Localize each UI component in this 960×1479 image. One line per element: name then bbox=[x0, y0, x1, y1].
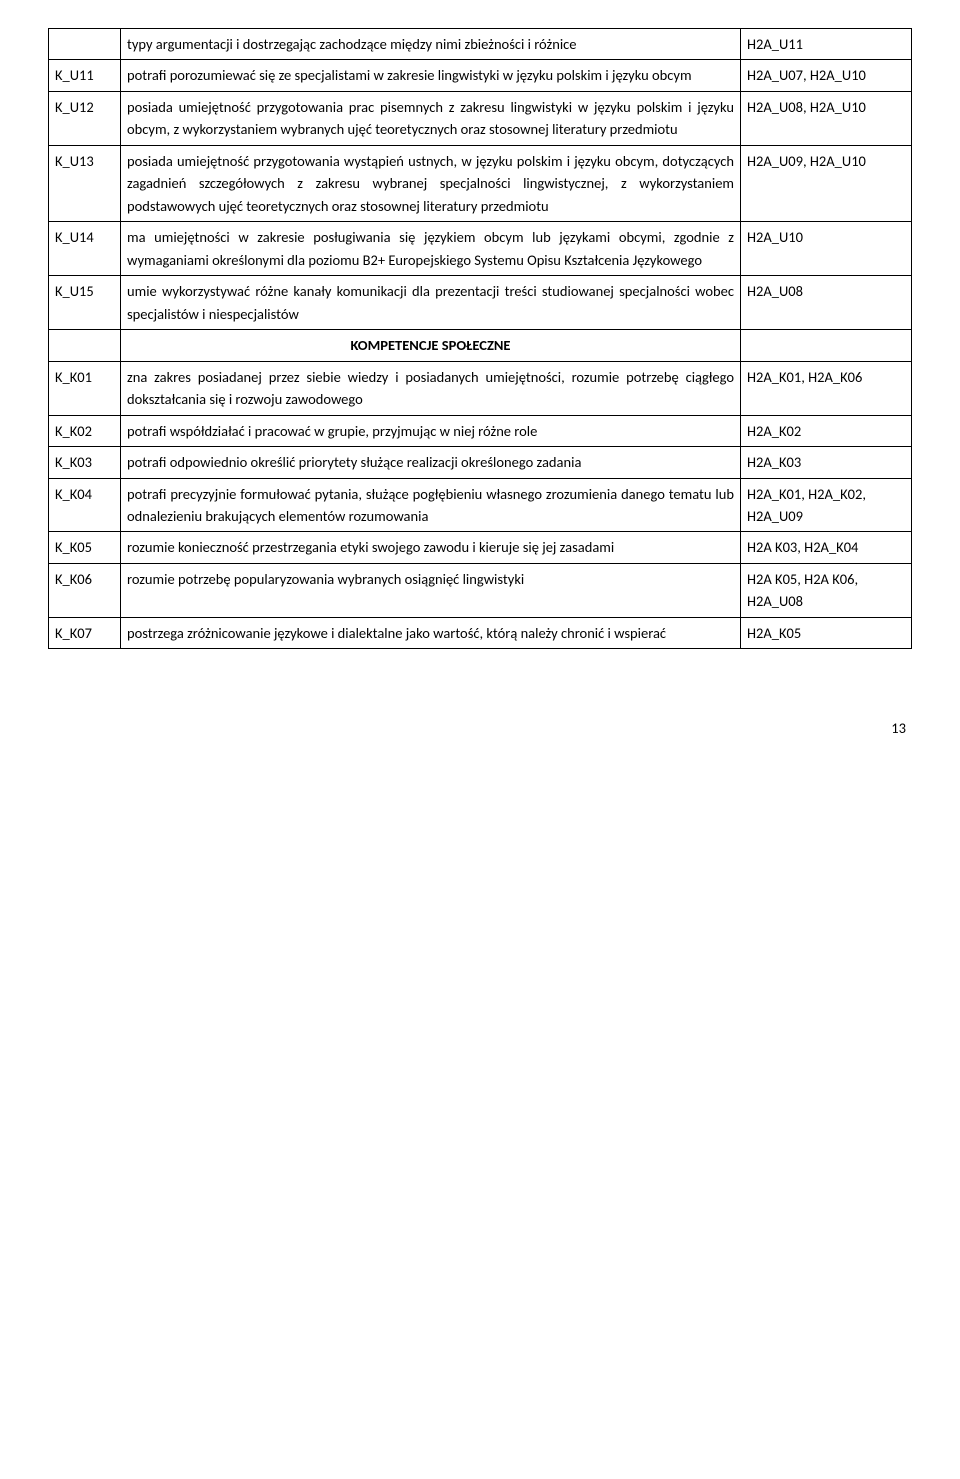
table-row: K_K04potrafi precyzyjnie formułować pyta… bbox=[49, 478, 912, 532]
outcome-description: typy argumentacji i dostrzegając zachodz… bbox=[121, 29, 741, 60]
section-header-empty bbox=[49, 330, 121, 361]
outcome-code bbox=[49, 29, 121, 60]
outcome-reference: H2A K03, H2A_K04 bbox=[741, 532, 912, 563]
table-row: K_K05rozumie konieczność przestrzegania … bbox=[49, 532, 912, 563]
outcome-description: posiada umiejętność przygotowania wystąp… bbox=[121, 145, 741, 221]
outcome-description: potrafi porozumiewać się ze specjalistam… bbox=[121, 60, 741, 91]
outcome-code: K_K06 bbox=[49, 563, 121, 617]
outcome-description: ma umiejętności w zakresie posługiwania … bbox=[121, 222, 741, 276]
outcome-description: rozumie konieczność przestrzegania etyki… bbox=[121, 532, 741, 563]
outcome-reference: H2A_K01, H2A_K06 bbox=[741, 361, 912, 415]
outcome-reference: H2A_U08 bbox=[741, 276, 912, 330]
table-row: K_K06rozumie potrzebę popularyzowania wy… bbox=[49, 563, 912, 617]
outcome-description: potrafi precyzyjnie formułować pytania, … bbox=[121, 478, 741, 532]
table-row: K_K03potrafi odpowiednio określić priory… bbox=[49, 447, 912, 478]
section-header-empty-right bbox=[741, 330, 912, 361]
outcome-code: K_K02 bbox=[49, 415, 121, 446]
outcome-reference: H2A_U07, H2A_U10 bbox=[741, 60, 912, 91]
outcome-code: K_U15 bbox=[49, 276, 121, 330]
outcome-code: K_U11 bbox=[49, 60, 121, 91]
outcome-reference: H2A_K02 bbox=[741, 415, 912, 446]
table-row: K_K02potrafi współdziałać i pracować w g… bbox=[49, 415, 912, 446]
table-row: K_K01zna zakres posiadanej przez siebie … bbox=[49, 361, 912, 415]
section-header: KOMPETENCJE SPOŁECZNE bbox=[121, 330, 741, 361]
outcome-description: potrafi współdziałać i pracować w grupie… bbox=[121, 415, 741, 446]
page-number: 13 bbox=[48, 719, 912, 737]
outcome-code: K_U14 bbox=[49, 222, 121, 276]
outcome-description: potrafi odpowiednio określić priorytety … bbox=[121, 447, 741, 478]
outcome-reference: H2A_U10 bbox=[741, 222, 912, 276]
outcome-code: K_K01 bbox=[49, 361, 121, 415]
outcome-reference: H2A K05, H2A K06, H2A_U08 bbox=[741, 563, 912, 617]
outcome-description: zna zakres posiadanej przez siebie wiedz… bbox=[121, 361, 741, 415]
outcome-description: umie wykorzystywać różne kanały komunika… bbox=[121, 276, 741, 330]
table-row: K_U15umie wykorzystywać różne kanały kom… bbox=[49, 276, 912, 330]
outcome-description: postrzega zróżnicowanie językowe i diale… bbox=[121, 617, 741, 648]
outcome-reference: H2A_U08, H2A_U10 bbox=[741, 91, 912, 145]
table-row: K_K07postrzega zróżnicowanie językowe i … bbox=[49, 617, 912, 648]
outcome-reference: H2A_K01, H2A_K02, H2A_U09 bbox=[741, 478, 912, 532]
table-row: K_U14ma umiejętności w zakresie posługiw… bbox=[49, 222, 912, 276]
outcome-description: posiada umiejętność przygotowania prac p… bbox=[121, 91, 741, 145]
outcome-reference: H2A_K03 bbox=[741, 447, 912, 478]
outcome-code: K_U13 bbox=[49, 145, 121, 221]
table-row: K_U12posiada umiejętność przygotowania p… bbox=[49, 91, 912, 145]
table-row: typy argumentacji i dostrzegając zachodz… bbox=[49, 29, 912, 60]
section-header-row: KOMPETENCJE SPOŁECZNE bbox=[49, 330, 912, 361]
outcome-code: K_K05 bbox=[49, 532, 121, 563]
outcome-reference: H2A_U09, H2A_U10 bbox=[741, 145, 912, 221]
outcome-reference: H2A_K05 bbox=[741, 617, 912, 648]
outcome-code: K_U12 bbox=[49, 91, 121, 145]
outcome-code: K_K07 bbox=[49, 617, 121, 648]
table-row: K_U13posiada umiejętność przygotowania w… bbox=[49, 145, 912, 221]
outcomes-table: typy argumentacji i dostrzegając zachodz… bbox=[48, 28, 912, 649]
outcome-code: K_K04 bbox=[49, 478, 121, 532]
outcome-description: rozumie potrzebę popularyzowania wybrany… bbox=[121, 563, 741, 617]
table-row: K_U11potrafi porozumiewać się ze specjal… bbox=[49, 60, 912, 91]
outcome-reference: H2A_U11 bbox=[741, 29, 912, 60]
outcome-code: K_K03 bbox=[49, 447, 121, 478]
